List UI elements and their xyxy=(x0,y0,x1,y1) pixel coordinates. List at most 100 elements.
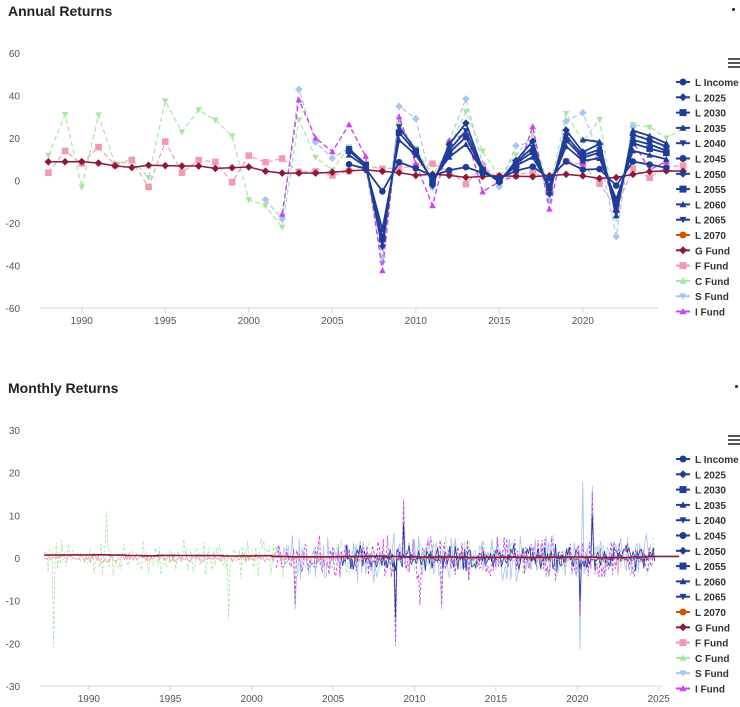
legend-item-l-2025-monthly[interactable]: L 2025 xyxy=(676,470,726,481)
data-point-s-fund xyxy=(328,154,337,162)
data-point-f-fund xyxy=(646,174,653,182)
data-point-f-fund xyxy=(95,143,102,151)
legend-label-c-fund: C Fund xyxy=(695,277,729,288)
data-point-l-2050 xyxy=(478,165,487,174)
legend-label-l-2035: L 2035 xyxy=(695,501,726,512)
legend-label-c-fund: C Fund xyxy=(695,654,729,665)
legend-marker-l-2065 xyxy=(679,216,687,224)
legend-label-s-fund: S Fund xyxy=(695,669,729,680)
data-point-l-income xyxy=(529,163,537,170)
legend-item-l-2055-annual[interactable]: L 2055 xyxy=(676,185,726,196)
legend-marker-l-2030 xyxy=(679,486,687,494)
data-point-g-fund xyxy=(512,172,520,181)
data-point-f-fund xyxy=(278,155,286,162)
data-point-l-income xyxy=(345,161,353,168)
legend-item-l-2035-annual[interactable]: L 2035 xyxy=(676,124,726,135)
legend-label-s-fund: S Fund xyxy=(695,292,729,303)
data-point-l-income xyxy=(546,174,553,182)
data-point-l-income xyxy=(579,166,587,173)
legend-label-l-income: L Income xyxy=(695,455,739,466)
chart-menu-icon-annual[interactable] xyxy=(728,58,740,68)
legend-item-l-2045-monthly[interactable]: L 2045 xyxy=(676,532,726,543)
data-point-f-fund xyxy=(228,178,236,186)
x-tick-label-annual: 2005 xyxy=(321,316,344,327)
legend-item-l-2060-monthly[interactable]: L 2060 xyxy=(676,577,726,588)
data-point-s-fund xyxy=(278,215,286,223)
legend-marker-l-2070 xyxy=(679,231,687,239)
x-tick-label-annual: 2015 xyxy=(488,316,511,327)
data-point-g-fund xyxy=(295,169,303,177)
legend-label-l-2030: L 2030 xyxy=(695,109,726,120)
data-point-l-income xyxy=(462,163,470,171)
data-point-c-fund xyxy=(596,116,603,123)
legend-item-l-2025-annual[interactable]: L 2025 xyxy=(676,93,726,104)
legend-item-l-2050-monthly[interactable]: L 2050 xyxy=(676,546,726,558)
legend-item-l-2065-annual[interactable]: L 2065 xyxy=(676,216,726,227)
legend-item-l-2065-monthly[interactable]: L 2065 xyxy=(676,593,726,604)
legend-item-l-income-annual[interactable]: L Income xyxy=(676,78,739,89)
data-point-i-fund xyxy=(278,210,286,217)
data-point-i-fund xyxy=(312,134,319,141)
legend-item-c-fund-annual[interactable]: C Fund xyxy=(676,277,729,288)
data-point-g-fund xyxy=(261,167,270,175)
data-point-l-2020 xyxy=(345,151,353,158)
legend-item-l-income-monthly[interactable]: L Income xyxy=(676,455,739,466)
legend-item-f-fund-annual[interactable]: F Fund xyxy=(676,262,728,273)
legend-item-i-fund-monthly[interactable]: I Fund xyxy=(676,685,725,696)
annual-returns-panel: Annual Returns 60 40 20 0 -20 -40 -60 1990 1995 2… xyxy=(0,0,740,340)
legend-item-s-fund-monthly[interactable]: S Fund xyxy=(676,669,729,680)
y-tick-label-annual: -60 xyxy=(6,304,21,315)
data-point-l-2040 xyxy=(345,145,353,152)
legend-item-l-2060-annual[interactable]: L 2060 xyxy=(676,200,726,211)
data-point-i-fund xyxy=(295,96,303,103)
legend-marker-i-fund xyxy=(679,308,687,315)
legend-item-s-fund-annual[interactable]: S Fund xyxy=(676,292,729,303)
legend-item-l-2040-monthly[interactable]: L 2040 xyxy=(676,516,726,527)
legend-item-l-2070-monthly[interactable]: L 2070 xyxy=(676,608,726,619)
y-tick-label-monthly: 20 xyxy=(9,469,21,480)
legend-item-l-2055-monthly[interactable]: L 2055 xyxy=(676,562,726,573)
legend-item-l-2045-annual[interactable]: L 2045 xyxy=(676,155,726,166)
legend-item-l-2070-annual[interactable]: L 2070 xyxy=(676,231,726,242)
legend-item-l-2035-monthly[interactable]: L 2035 xyxy=(676,501,726,512)
x-tick-label-monthly: 1995 xyxy=(159,694,182,705)
data-point-l-income xyxy=(445,167,453,174)
legend-item-l-2030-annual[interactable]: L 2030 xyxy=(676,109,726,120)
legend-marker-l-2055 xyxy=(679,185,687,193)
legend-marker-f-fund xyxy=(679,262,687,270)
data-point-l-2030 xyxy=(379,235,386,243)
data-point-g-fund xyxy=(111,162,119,170)
y-tick-label-annual: -40 xyxy=(6,262,21,273)
data-point-l-2030 xyxy=(462,133,470,141)
legend-marker-l-2065 xyxy=(679,593,687,601)
data-point-c-fund xyxy=(161,98,169,105)
series-g-fund-monthly xyxy=(44,554,680,559)
data-point-l-income xyxy=(612,182,620,189)
data-point-l-2020 xyxy=(663,155,670,162)
legend-item-g-fund-annual[interactable]: G Fund xyxy=(676,246,730,257)
legend-item-l-2030-monthly[interactable]: L 2030 xyxy=(676,486,726,497)
monthly-returns-panel: Monthly Returns 30 20 10 0 -10 -20 -30 1990 1995… xyxy=(0,370,740,707)
data-point-c-fund xyxy=(663,135,670,142)
legend-item-c-fund-monthly[interactable]: C Fund xyxy=(676,654,729,665)
legend-item-f-fund-monthly[interactable]: F Fund xyxy=(676,639,728,650)
data-point-g-fund xyxy=(328,168,337,177)
data-point-s-fund xyxy=(261,195,270,204)
data-point-c-fund xyxy=(95,112,102,119)
legend-item-i-fund-annual[interactable]: I Fund xyxy=(676,308,725,319)
legend-item-g-fund-monthly[interactable]: G Fund xyxy=(676,623,730,634)
x-tick-label-monthly: 2020 xyxy=(566,694,589,705)
legend-item-l-2050-annual[interactable]: L 2050 xyxy=(676,169,726,181)
data-point-f-fund xyxy=(596,180,603,187)
legend-marker-c-fund xyxy=(679,654,687,661)
data-point-g-fund xyxy=(562,170,570,179)
data-point-g-fund xyxy=(395,168,403,177)
data-point-f-fund xyxy=(161,138,169,145)
data-point-i-fund xyxy=(546,205,553,212)
data-point-g-fund xyxy=(94,159,103,167)
chart-menu-icon-monthly[interactable] xyxy=(728,435,740,445)
data-point-l-2040 xyxy=(412,147,420,154)
data-point-g-fund xyxy=(345,167,353,175)
legend-item-l-2040-annual[interactable]: L 2040 xyxy=(676,139,726,150)
legend-marker-l-2025 xyxy=(679,470,687,479)
